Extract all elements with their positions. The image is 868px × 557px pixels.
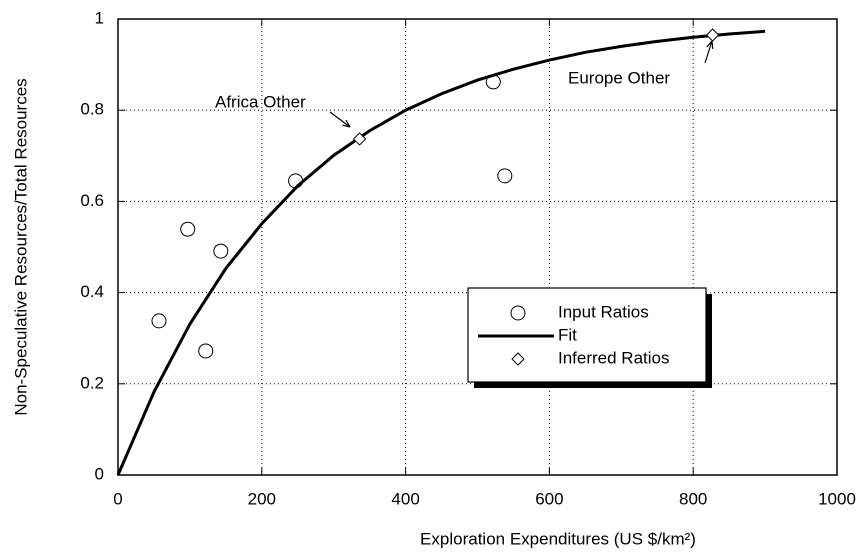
x-tick-label: 0 (113, 489, 122, 508)
y-tick-label: 0.2 (80, 373, 104, 392)
y-tick-label: 0.4 (80, 282, 104, 301)
annotation: Europe Other (568, 68, 670, 87)
circle-point (213, 243, 229, 259)
diamond-point (705, 28, 720, 42)
legend-marker (510, 305, 526, 321)
legend-label: Inferred Ratios (558, 348, 670, 367)
x-tick-label: 200 (248, 489, 276, 508)
circle-point (288, 173, 304, 189)
circle-point (198, 343, 214, 359)
annotation-arrow (329, 111, 351, 128)
y-tick-label: 0.6 (80, 191, 104, 210)
x-axis-label: Exploration Expenditures (US $/km²) (420, 529, 696, 548)
fit-line (116, 29, 766, 476)
x-tick-label: 400 (391, 489, 419, 508)
legend-marker (511, 352, 525, 366)
legend-label: Input Ratios (558, 302, 649, 321)
circle-point (497, 168, 513, 184)
arrow-head (706, 40, 714, 50)
annotation: Africa Other (215, 92, 306, 111)
diamond-point (352, 132, 367, 146)
annotation-arrow (704, 40, 713, 64)
circle-point (180, 221, 196, 237)
circle-point (151, 313, 167, 329)
y-tick-label: 0.8 (80, 100, 104, 119)
y-tick-label: 0 (95, 464, 104, 483)
arrow-head (342, 119, 351, 128)
legend-label: Fit (558, 325, 577, 344)
y-axis-label: Non-Speculative Resources/Total Resource… (11, 78, 30, 415)
x-tick-label: 600 (535, 489, 563, 508)
y-tick-label: 1 (95, 8, 104, 27)
x-tick-label: 800 (679, 489, 707, 508)
plot-frame (117, 18, 838, 476)
x-tick-label: 1000 (818, 489, 856, 508)
